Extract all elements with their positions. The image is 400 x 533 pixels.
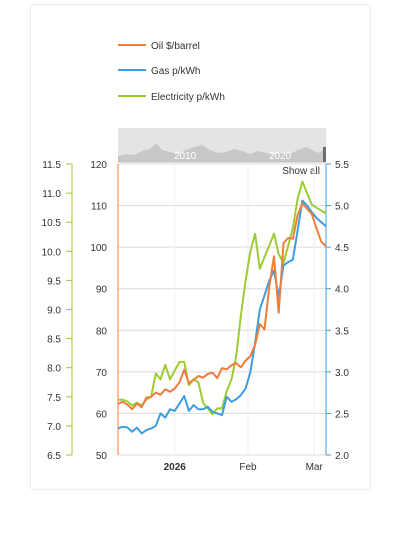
electricity-tick-label-9: 11.0 xyxy=(42,189,61,200)
electricity-tick-label-1: 7.0 xyxy=(47,422,61,433)
electricity-tick-label-5: 9.0 xyxy=(47,306,61,317)
legend[interactable]: Oil $/barrel Gas p/kWh Electricity p/kWh xyxy=(118,41,225,103)
legend-label-gas: Gas p/kWh xyxy=(151,66,200,77)
electricity-tick-label-8: 10.5 xyxy=(42,218,62,229)
oil-tick-label-2: 70 xyxy=(96,368,108,379)
show-all-button[interactable]: Show all xyxy=(282,166,320,177)
oil-tick-label-4: 90 xyxy=(96,285,108,296)
oil-tick-label-3: 80 xyxy=(96,326,108,337)
electricity-tick-label-2: 7.5 xyxy=(47,393,61,404)
oil-tick-label-7: 120 xyxy=(90,160,107,171)
electricity-tick-label-10: 11.5 xyxy=(42,160,61,171)
navigator-label-2010: 2010 xyxy=(174,151,197,162)
series-line-gas[interactable] xyxy=(117,199,327,435)
electricity-tick-label-3: 8.0 xyxy=(47,364,61,375)
navigator[interactable]: 2010 2020 xyxy=(118,128,326,163)
legend-item-gas[interactable]: Gas p/kWh xyxy=(118,66,200,77)
oil-tick-label-6: 110 xyxy=(91,202,107,213)
electricity-tick-label-6: 9.5 xyxy=(47,276,61,287)
series-line-electricity[interactable] xyxy=(118,180,327,416)
gas-tick-label-0: 2.0 xyxy=(335,451,349,462)
legend-label-oil: Oil $/barrel xyxy=(151,41,200,52)
x-tick-label-1: Feb xyxy=(239,462,257,473)
gas-tick-label-3: 3.5 xyxy=(335,326,349,337)
navigator-label-2020: 2020 xyxy=(269,151,292,162)
navigator-area xyxy=(118,143,326,162)
navigator-handle[interactable] xyxy=(323,147,326,162)
series-line-oil[interactable] xyxy=(117,202,327,411)
legend-item-electricity[interactable]: Electricity p/kWh xyxy=(118,92,225,103)
gas-tick-label-7: 5.5 xyxy=(335,160,349,171)
oil-tick-label-0: 50 xyxy=(96,451,108,462)
legend-item-oil[interactable]: Oil $/barrel xyxy=(118,41,200,52)
electricity-tick-label-4: 8.5 xyxy=(47,335,61,346)
x-tick-label-0: 2026 xyxy=(164,462,187,473)
gas-tick-label-2: 3.0 xyxy=(335,368,349,379)
x-tick-label-2: Mar xyxy=(306,462,324,473)
series-lines xyxy=(117,180,327,435)
gas-tick-label-1: 2.5 xyxy=(335,409,349,420)
electricity-tick-label-0: 6.5 xyxy=(47,451,61,462)
gridlines xyxy=(118,163,326,456)
oil-tick-label-5: 100 xyxy=(90,243,107,254)
axes: 50 60 70 80 90 100 110 120 6.5 7.0 7.5 8.0 8.5 9.0 9.5… xyxy=(42,160,350,473)
gas-tick-label-6: 5.0 xyxy=(335,202,349,213)
electricity-tick-label-7: 10.0 xyxy=(42,247,62,258)
gas-tick-label-5: 4.5 xyxy=(335,243,349,254)
oil-tick-label-1: 60 xyxy=(96,409,108,420)
gas-tick-label-4: 4.0 xyxy=(335,285,349,296)
legend-label-electricity: Electricity p/kWh xyxy=(151,92,225,103)
